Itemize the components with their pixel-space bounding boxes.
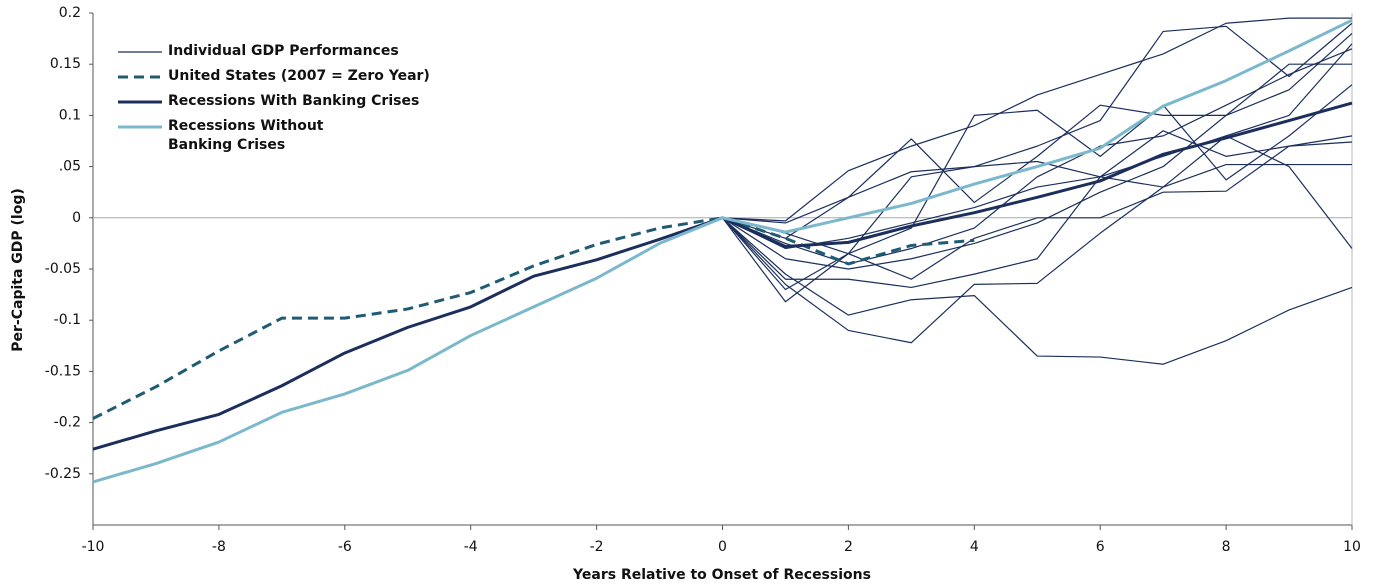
legend-swatch (118, 100, 162, 104)
x-tick-label: -10 (82, 539, 105, 555)
legend-swatch (118, 125, 162, 129)
y-tick-label: -0.05 (45, 261, 81, 277)
individual-line (722, 135, 1353, 280)
y-tick-label: 0.1 (59, 107, 81, 123)
legend-item: Recessions With Banking Crises (118, 92, 430, 111)
legend-label: United States (2007 = Zero Year) (168, 68, 430, 84)
y-tick-label: 0 (72, 210, 81, 226)
x-tick-label: 4 (970, 539, 979, 555)
individual-line (722, 33, 1353, 270)
y-tick-label: -0.15 (45, 363, 81, 379)
y-tick-label: -0.1 (54, 312, 81, 328)
x-tick-label: -6 (338, 539, 352, 555)
y-tick-label: 0.2 (59, 5, 81, 21)
individual-line (722, 217, 1353, 365)
y-axis-title: Per-Capita GDP (log) (10, 188, 26, 352)
x-tick-label: -2 (590, 539, 604, 555)
y-tick-label: -0.2 (54, 415, 81, 431)
individual-line (722, 63, 1352, 239)
series-line (92, 216, 975, 420)
y-tick-label: -0.25 (45, 466, 81, 482)
legend-swatch (118, 51, 162, 53)
individual-line (722, 84, 1353, 303)
individual-line (722, 130, 1353, 224)
legend-item: Individual GDP Performances (118, 42, 430, 61)
individual-line (722, 135, 1353, 289)
x-tick-label: 0 (718, 539, 727, 555)
legend-label: Recessions Without Banking Crises (168, 118, 324, 153)
x-tick-label: 2 (844, 539, 853, 555)
x-tick-label: 8 (1222, 539, 1231, 555)
x-tick-label: -4 (464, 539, 478, 555)
x-tick-label: -8 (212, 539, 226, 555)
series-line (92, 18, 1353, 484)
legend-label: Individual GDP Performances (168, 43, 399, 59)
y-tick-label: .05 (59, 159, 81, 175)
legend-label: Recessions With Banking Crises (168, 93, 420, 109)
individual-line (722, 163, 1352, 344)
x-axis-title: Years Relative to Onset of Recessions (572, 567, 871, 583)
legend-item: United States (2007 = Zero Year) (118, 67, 430, 86)
individual-line (722, 48, 1353, 265)
legend: Individual GDP Performances United States… (118, 42, 430, 161)
y-tick-label: 0.15 (50, 56, 81, 72)
individual-line (722, 43, 1353, 250)
legend-item: Recessions Without Banking Crises (118, 117, 430, 155)
x-tick-label: 6 (1096, 539, 1105, 555)
x-tick-label: 10 (1343, 539, 1361, 555)
individual-line (722, 17, 1352, 222)
legend-swatch (118, 75, 162, 79)
